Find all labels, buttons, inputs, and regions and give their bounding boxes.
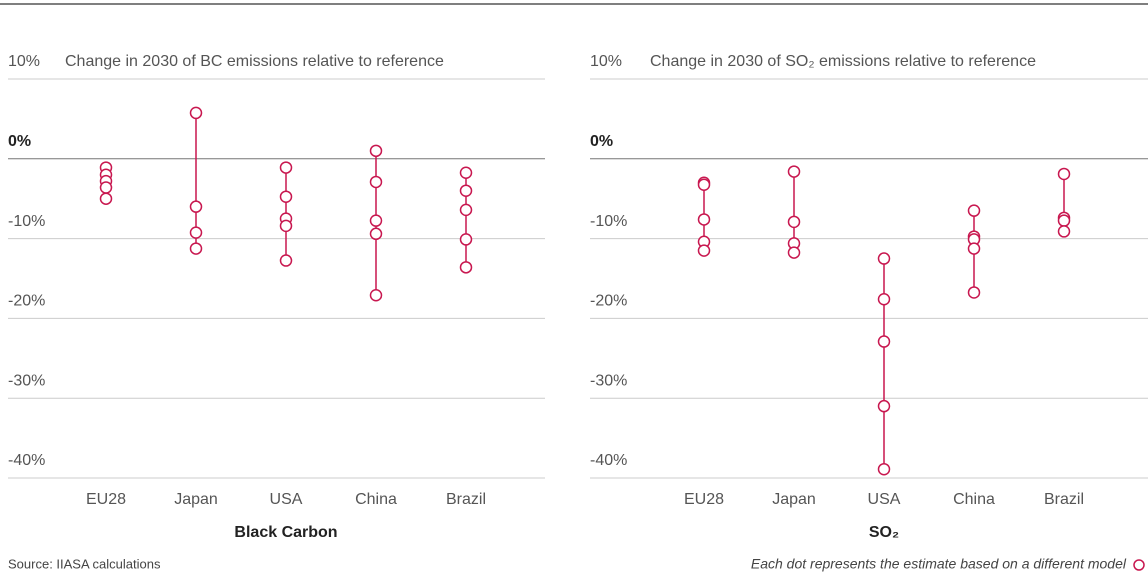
x-tick-label: Brazil bbox=[1044, 491, 1084, 508]
dot bbox=[697, 178, 711, 191]
dot bbox=[189, 226, 203, 239]
dot bbox=[369, 289, 383, 302]
dot bbox=[369, 144, 383, 158]
dot bbox=[1057, 225, 1071, 238]
y-tick-label: -30% bbox=[8, 372, 45, 389]
chart-title: Change in 2030 of SO₂ emissions relative… bbox=[650, 53, 1036, 70]
y-tick-label: -20% bbox=[8, 293, 45, 310]
x-tick-label: China bbox=[355, 491, 397, 508]
x-tick-label: China bbox=[953, 491, 995, 508]
y-tick-label: 0% bbox=[590, 133, 613, 150]
dot bbox=[877, 252, 891, 265]
dot bbox=[459, 261, 473, 274]
x-tick-label: EU28 bbox=[684, 491, 724, 508]
dot bbox=[459, 203, 473, 217]
x-axis-label: Black Carbon bbox=[234, 524, 337, 541]
dot bbox=[279, 254, 293, 267]
dot bbox=[189, 242, 203, 255]
dot bbox=[99, 181, 113, 194]
dot bbox=[697, 244, 711, 257]
dot bbox=[1057, 214, 1071, 227]
dot bbox=[967, 286, 981, 299]
dot bbox=[279, 161, 293, 174]
legend-marker bbox=[1133, 559, 1145, 571]
dot bbox=[967, 204, 981, 217]
y-tick-label: -40% bbox=[8, 452, 45, 469]
dot bbox=[697, 213, 711, 226]
dot bbox=[369, 175, 383, 189]
dot bbox=[459, 166, 473, 180]
dot bbox=[787, 165, 801, 178]
y-tick-label: -30% bbox=[590, 372, 627, 389]
x-tick-label: Japan bbox=[772, 491, 816, 508]
dot bbox=[877, 335, 891, 348]
x-tick-label: USA bbox=[270, 491, 303, 508]
dot bbox=[459, 233, 473, 246]
x-tick-label: USA bbox=[868, 491, 901, 508]
dot bbox=[459, 184, 473, 197]
legend-note: Each dot represents the estimate based o… bbox=[751, 556, 1127, 572]
y-tick-label: 10% bbox=[590, 53, 622, 70]
dot bbox=[189, 106, 203, 120]
dot bbox=[1057, 167, 1071, 181]
x-tick-label: EU28 bbox=[86, 491, 126, 508]
x-tick-label: Japan bbox=[174, 491, 218, 508]
dot bbox=[877, 292, 891, 306]
source: Source: IIASA calculations bbox=[8, 556, 161, 571]
y-tick-label: -40% bbox=[590, 452, 627, 469]
dot bbox=[877, 462, 891, 476]
dot bbox=[787, 215, 801, 229]
y-tick-label: 0% bbox=[8, 133, 31, 150]
dot bbox=[967, 242, 981, 255]
dot bbox=[99, 192, 113, 205]
dot bbox=[279, 190, 293, 203]
y-tick-label: -10% bbox=[590, 213, 627, 230]
dot bbox=[369, 214, 383, 227]
dot bbox=[369, 227, 383, 241]
chart-title: Change in 2030 of BC emissions relative … bbox=[65, 53, 444, 70]
dot bbox=[279, 219, 293, 233]
y-tick-label: -20% bbox=[590, 293, 627, 310]
x-axis-label: SO₂ bbox=[869, 524, 899, 541]
dot bbox=[787, 246, 801, 259]
y-tick-label: 10% bbox=[8, 53, 40, 70]
dot bbox=[877, 399, 891, 413]
x-tick-label: Brazil bbox=[446, 491, 486, 508]
y-tick-label: -10% bbox=[8, 213, 45, 230]
dot bbox=[189, 200, 203, 213]
